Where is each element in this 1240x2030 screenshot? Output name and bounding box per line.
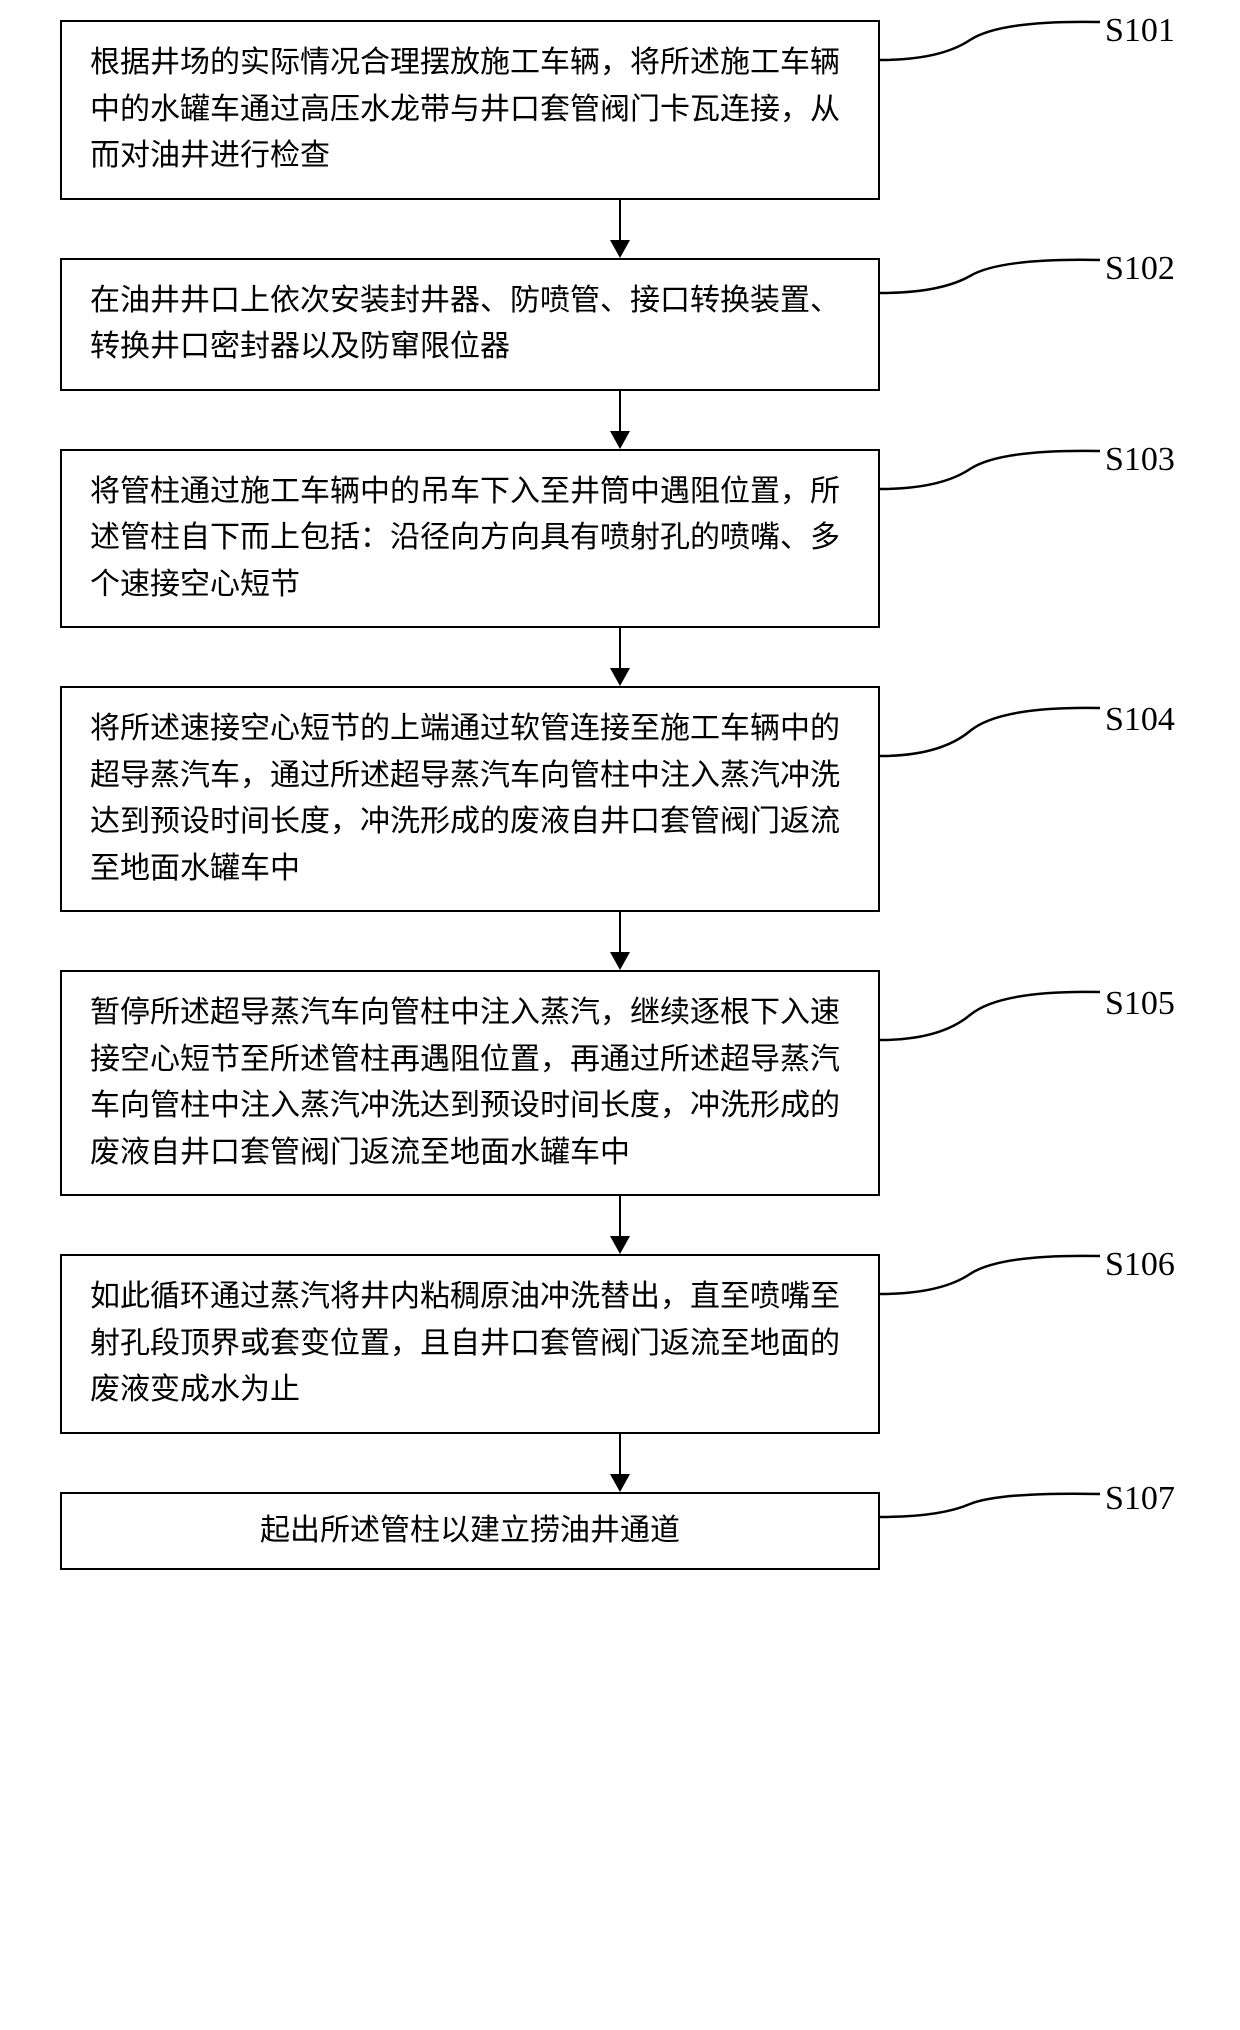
arrow: [610, 628, 630, 686]
step-text: 暂停所述超导蒸汽车向管柱中注入蒸汽，继续逐根下入速接空心短节至所述管柱再遇阻位置…: [90, 996, 840, 1169]
connector-curve: [880, 1254, 1130, 1334]
step-box: 将管柱通过施工车辆中的吊车下入至井筒中遇阻位置，所述管柱自下而上包括：沿径向方向…: [60, 449, 880, 629]
step-box: 起出所述管柱以建立捞油井通道: [60, 1492, 880, 1571]
connector-curve: [880, 1492, 1130, 1547]
connector-curve: [880, 258, 1130, 328]
flowchart-container: 根据井场的实际情况合理摆放施工车辆，将所述施工车辆中的水罐车通过高压水龙带与井口…: [40, 20, 1200, 1570]
step-text: 在油井井口上依次安装封井器、防喷管、接口转换装置、转换井口密封器以及防窜限位器: [90, 284, 840, 364]
step-label: S101: [1105, 12, 1175, 50]
step-text: 将所述速接空心短节的上端通过软管连接至施工车辆中的超导蒸汽车，通过所述超导蒸汽车…: [90, 712, 840, 885]
connector-curve: [880, 449, 1130, 529]
step-label: S103: [1105, 441, 1175, 479]
step-s102: 在油井井口上依次安装封井器、防喷管、接口转换装置、转换井口密封器以及防窜限位器 …: [40, 258, 1200, 391]
step-box: 暂停所述超导蒸汽车向管柱中注入蒸汽，继续逐根下入速接空心短节至所述管柱再遇阻位置…: [60, 970, 880, 1196]
connector-curve: [880, 686, 1130, 796]
arrow: [610, 391, 630, 449]
step-s106: 如此循环通过蒸汽将井内粘稠原油冲洗替出，直至喷嘴至射孔段顶界或套变位置，且自井口…: [40, 1254, 1200, 1434]
step-label: S102: [1105, 250, 1175, 288]
step-s104: 将所述速接空心短节的上端通过软管连接至施工车辆中的超导蒸汽车，通过所述超导蒸汽车…: [40, 686, 1200, 912]
step-box: 将所述速接空心短节的上端通过软管连接至施工车辆中的超导蒸汽车，通过所述超导蒸汽车…: [60, 686, 880, 912]
connector-curve: [880, 970, 1130, 1080]
step-box: 如此循环通过蒸汽将井内粘稠原油冲洗替出，直至喷嘴至射孔段顶界或套变位置，且自井口…: [60, 1254, 880, 1434]
step-box: 在油井井口上依次安装封井器、防喷管、接口转换装置、转换井口密封器以及防窜限位器: [60, 258, 880, 391]
step-text: 根据井场的实际情况合理摆放施工车辆，将所述施工车辆中的水罐车通过高压水龙带与井口…: [90, 46, 840, 172]
connector-curve: [880, 20, 1130, 100]
step-label: S106: [1105, 1246, 1175, 1284]
step-text: 如此循环通过蒸汽将井内粘稠原油冲洗替出，直至喷嘴至射孔段顶界或套变位置，且自井口…: [90, 1280, 840, 1406]
step-s107: 起出所述管柱以建立捞油井通道 S107: [40, 1492, 1200, 1571]
step-s101: 根据井场的实际情况合理摆放施工车辆，将所述施工车辆中的水罐车通过高压水龙带与井口…: [40, 20, 1200, 200]
arrow: [610, 1434, 630, 1492]
arrow: [610, 1196, 630, 1254]
arrow: [610, 200, 630, 258]
step-s103: 将管柱通过施工车辆中的吊车下入至井筒中遇阻位置，所述管柱自下而上包括：沿径向方向…: [40, 449, 1200, 629]
step-s105: 暂停所述超导蒸汽车向管柱中注入蒸汽，继续逐根下入速接空心短节至所述管柱再遇阻位置…: [40, 970, 1200, 1196]
arrow: [610, 912, 630, 970]
step-label: S107: [1105, 1480, 1175, 1518]
step-text: 将管柱通过施工车辆中的吊车下入至井筒中遇阻位置，所述管柱自下而上包括：沿径向方向…: [90, 475, 840, 601]
step-box: 根据井场的实际情况合理摆放施工车辆，将所述施工车辆中的水罐车通过高压水龙带与井口…: [60, 20, 880, 200]
step-label: S105: [1105, 985, 1175, 1023]
step-label: S104: [1105, 701, 1175, 739]
step-text: 起出所述管柱以建立捞油井通道: [260, 1514, 680, 1547]
